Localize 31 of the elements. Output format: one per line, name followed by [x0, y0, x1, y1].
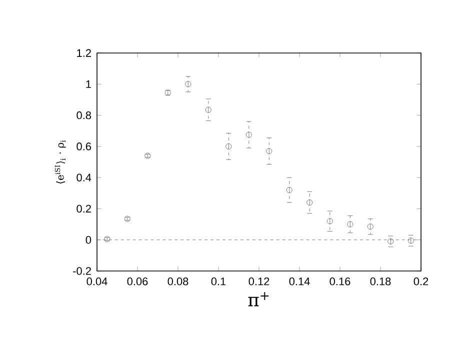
point: [326, 218, 333, 224]
x-axis-title: π$^{+}$: [248, 292, 269, 306]
y-tick-label: 0.6: [76, 142, 91, 150]
point: [347, 221, 354, 228]
point: [205, 106, 212, 113]
point: [286, 187, 292, 194]
x-tick-label: 0.12: [248, 278, 270, 286]
x-tick-label: 0.18: [370, 278, 391, 286]
y-tick-label: 0.2: [76, 204, 91, 213]
x-tick-label: 0.08: [168, 278, 188, 286]
x-tick-label: 0.06: [127, 278, 148, 286]
y-tick-label: 1.2: [77, 49, 91, 57]
point: [306, 199, 313, 206]
y-tick-label: -0.2: [73, 267, 91, 275]
x-tick-label: 0.16: [330, 278, 350, 286]
x-tick-label: 0.04: [86, 278, 108, 286]
point: [246, 132, 252, 138]
point: [388, 238, 394, 244]
point: [266, 148, 272, 154]
point: [185, 81, 192, 88]
y-tick-label: 0: [86, 236, 92, 244]
point: [408, 238, 414, 244]
x-tick-label: 0.2: [414, 278, 428, 286]
y-axis-title: ⟨e$^{iSI}$⟩$_{i}$ · ρ$_{i}$: [54, 140, 66, 184]
x-tick-label: 0.14: [289, 278, 310, 286]
x-tick-label: 0.1: [211, 278, 226, 286]
point: [226, 143, 232, 150]
y-tick-label: 0.4: [76, 174, 92, 182]
point: [367, 224, 374, 230]
y-tick-label: 1: [86, 80, 91, 88]
y-tick-label: 0.8: [76, 111, 91, 120]
